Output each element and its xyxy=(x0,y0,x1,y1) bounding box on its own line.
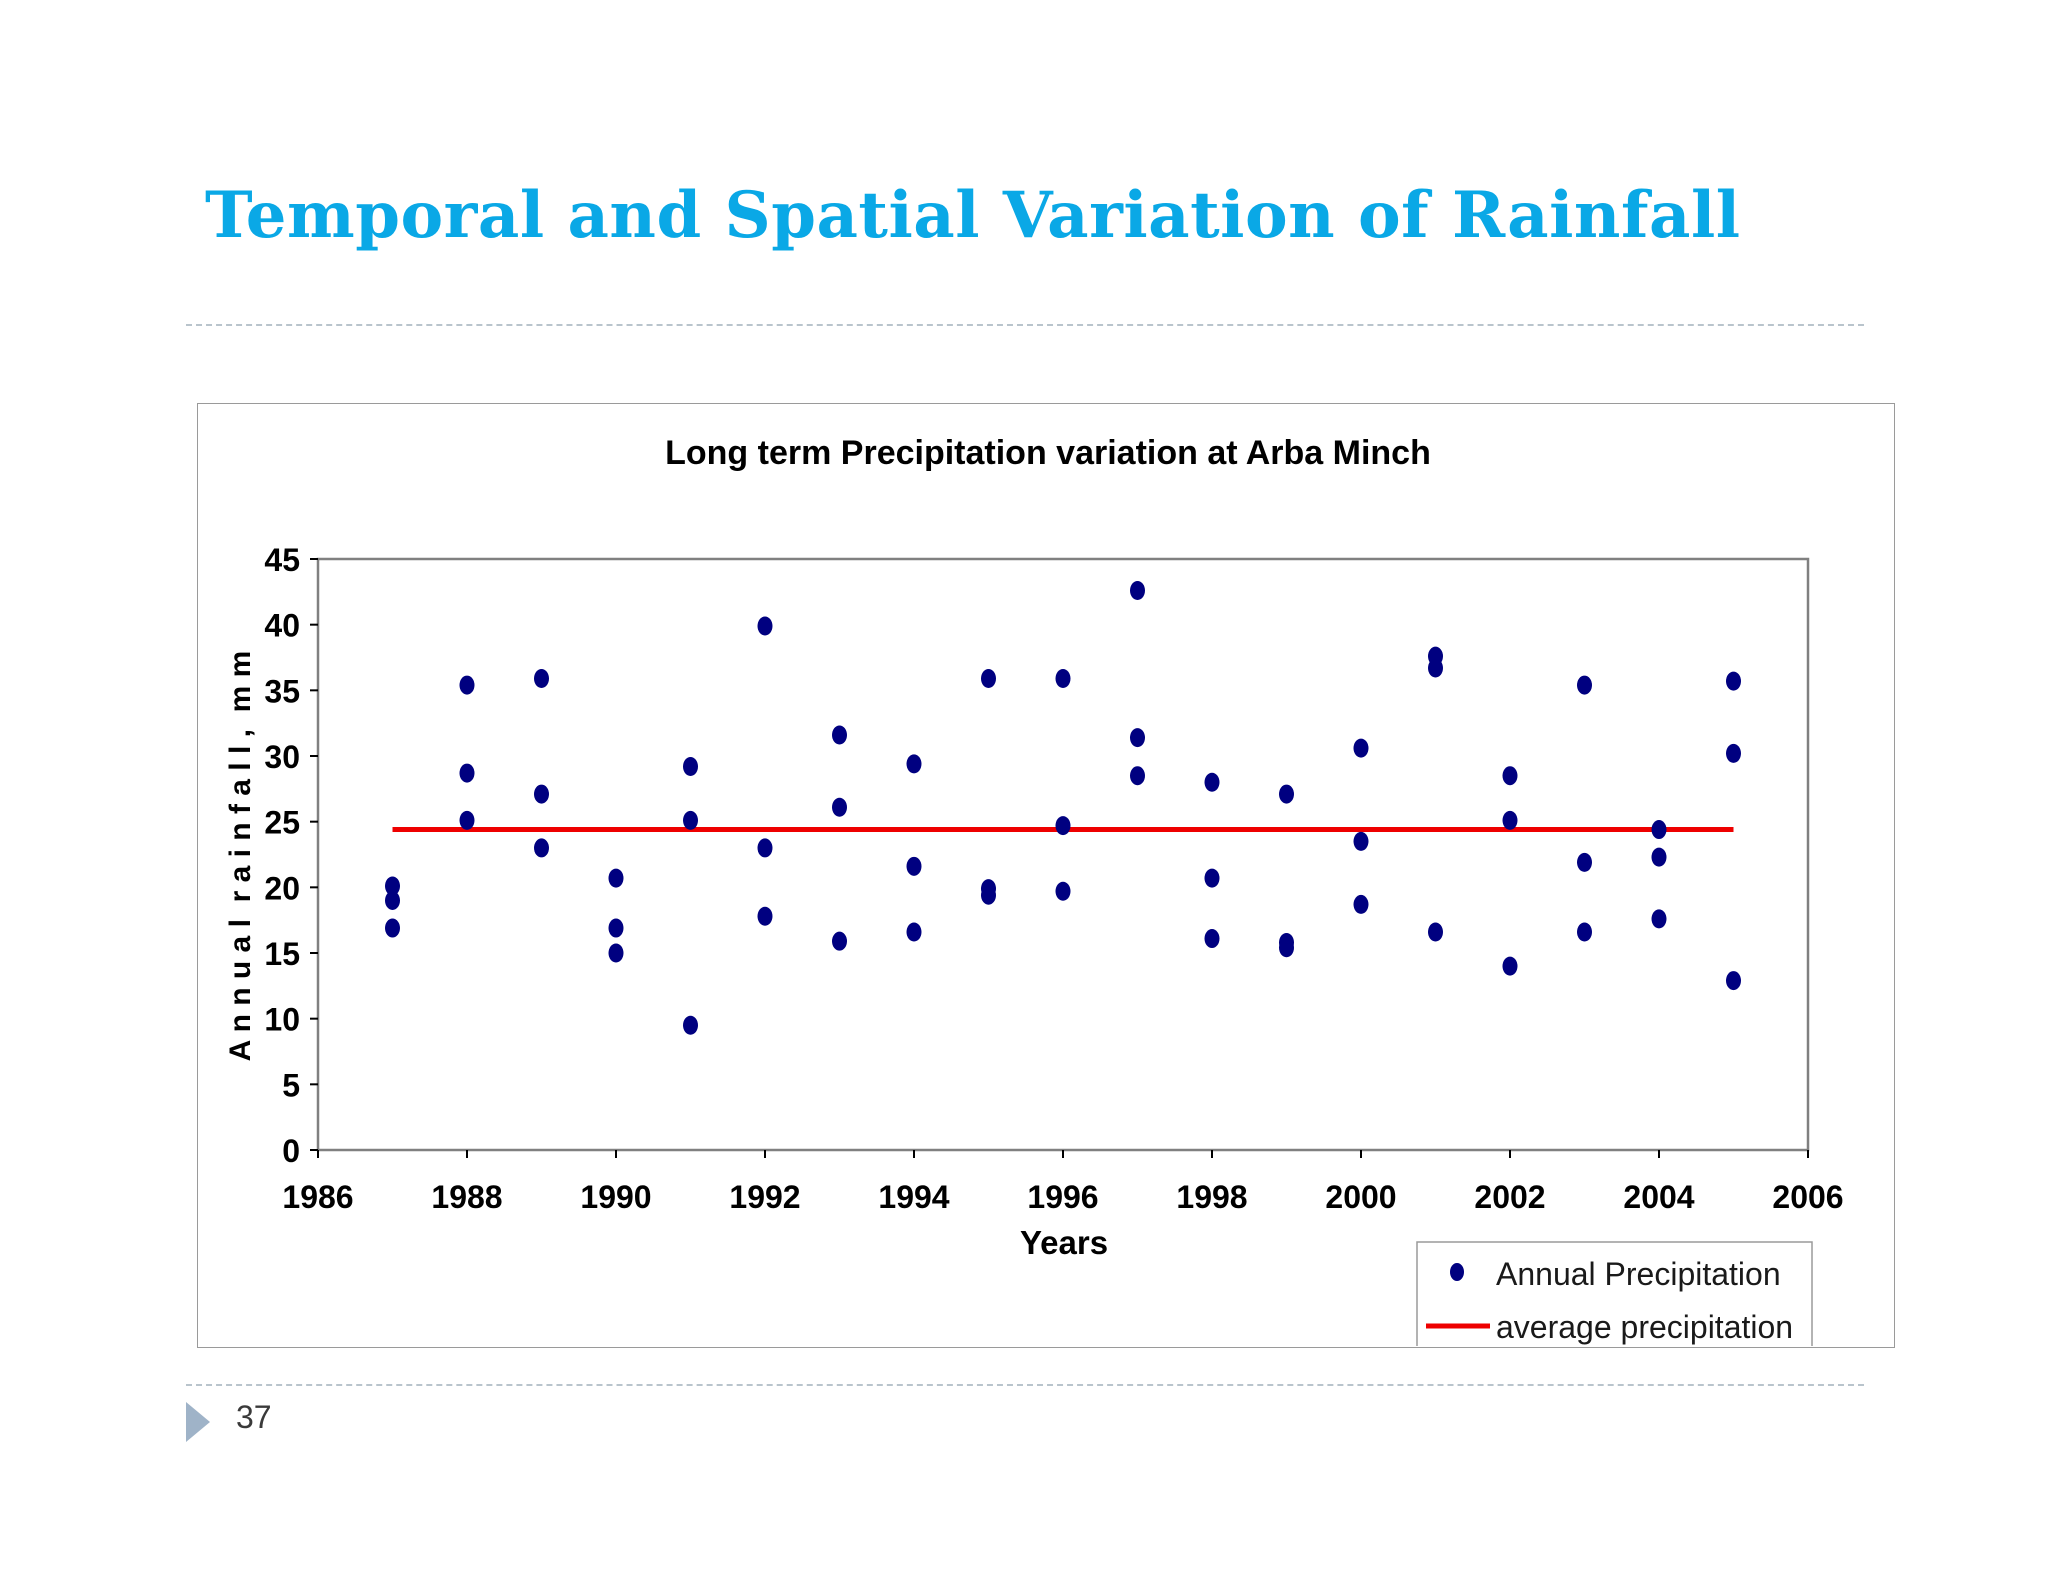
data-point xyxy=(1651,820,1667,840)
data-point xyxy=(534,838,549,858)
y-tick-label: 40 xyxy=(264,608,300,644)
x-tick-label: 1992 xyxy=(729,1179,800,1215)
data-point xyxy=(1055,881,1071,901)
data-point xyxy=(981,885,996,905)
legend-box xyxy=(1416,1241,1813,1346)
data-point xyxy=(608,868,624,888)
y-tick-label: 0 xyxy=(282,1133,300,1169)
data-point xyxy=(906,754,922,774)
y-tick-label: 30 xyxy=(264,739,300,775)
data-point xyxy=(1502,766,1518,786)
y-tick-label: 5 xyxy=(282,1067,300,1103)
x-tick-label: 2002 xyxy=(1474,1179,1545,1215)
data-point xyxy=(385,918,400,938)
data-point xyxy=(683,1015,698,1035)
x-tick-label: 1990 xyxy=(580,1179,651,1215)
y-tick-label: 35 xyxy=(264,673,300,709)
legend-marker-annual xyxy=(1450,1263,1464,1281)
legend-label-annual: Annual Precipitation xyxy=(1496,1256,1781,1292)
data-point xyxy=(1577,675,1592,695)
data-point xyxy=(1353,738,1369,758)
page-number: 37 xyxy=(236,1399,272,1435)
data-point xyxy=(906,856,922,876)
data-point xyxy=(1204,868,1220,888)
data-point xyxy=(459,675,475,695)
data-point xyxy=(1353,831,1369,851)
data-point xyxy=(832,931,847,951)
data-point xyxy=(1428,922,1443,942)
data-point xyxy=(1204,929,1220,949)
data-point xyxy=(459,810,475,830)
annual-points-series xyxy=(385,581,1741,1035)
y-axis-ticks: 0 5 10 15 20 25 30 35 40 45 xyxy=(264,542,318,1169)
data-point xyxy=(459,763,475,783)
slide-title: Temporal and Spatial Variation of Rainfa… xyxy=(205,178,1741,253)
data-point xyxy=(683,757,698,777)
data-point xyxy=(385,890,400,910)
x-axis-ticks: 1986 1988 1990 1992 1994 1996 1998 2000 2002 2004… xyxy=(282,1150,1844,1215)
data-point xyxy=(1726,671,1741,691)
data-point xyxy=(906,922,922,942)
y-tick-label: 15 xyxy=(264,936,300,972)
data-point xyxy=(1651,909,1667,929)
chart-frame: Long term Precipitation variation at Arb… xyxy=(197,403,1895,1348)
legend-label-average: average precipitation xyxy=(1496,1309,1793,1345)
data-point xyxy=(757,906,773,926)
data-point xyxy=(534,784,549,804)
data-point xyxy=(1726,971,1741,991)
precipitation-chart: Long term Precipitation variation at Arb… xyxy=(224,434,1844,1346)
y-tick-label: 20 xyxy=(264,870,300,906)
top-divider xyxy=(186,324,1864,326)
data-point xyxy=(1428,658,1443,678)
data-point xyxy=(1279,784,1294,804)
x-tick-label: 1986 xyxy=(282,1179,353,1215)
data-point xyxy=(1279,938,1294,958)
x-tick-label: 1996 xyxy=(1027,1179,1098,1215)
y-tick-label: 10 xyxy=(264,1002,300,1038)
data-point xyxy=(608,943,624,963)
x-tick-label: 1994 xyxy=(878,1179,949,1215)
data-point xyxy=(1577,852,1592,872)
y-tick-label: 25 xyxy=(264,805,300,841)
footer-arrow-icon xyxy=(186,1402,210,1442)
x-axis-label: Years xyxy=(1020,1224,1108,1261)
data-point xyxy=(1130,766,1145,786)
data-point xyxy=(1353,894,1369,914)
x-tick-label: 2006 xyxy=(1772,1179,1843,1215)
data-point xyxy=(1502,810,1518,830)
data-point xyxy=(608,918,624,938)
x-tick-label: 2004 xyxy=(1623,1179,1694,1215)
data-point xyxy=(1651,847,1667,867)
data-point xyxy=(1726,743,1741,763)
chart-title: Long term Precipitation variation at Arb… xyxy=(665,434,1431,472)
data-point xyxy=(385,876,400,896)
plot-area xyxy=(316,557,1810,1152)
data-point xyxy=(1577,922,1592,942)
data-point xyxy=(832,725,847,745)
y-tick-label: 45 xyxy=(264,542,300,578)
y-axis-label: A n n u a l r a i n f a l l , m m xyxy=(224,651,257,1062)
data-point xyxy=(1204,772,1220,792)
x-tick-label: 1988 xyxy=(431,1179,502,1215)
x-tick-label: 1998 xyxy=(1176,1179,1247,1215)
data-point xyxy=(1055,669,1071,689)
data-point xyxy=(1502,956,1518,976)
data-point xyxy=(683,810,698,830)
x-tick-label: 2000 xyxy=(1325,1179,1396,1215)
data-point xyxy=(1055,816,1071,836)
data-point xyxy=(1130,728,1145,748)
data-point xyxy=(534,669,549,689)
legend: Annual Precipitation average precipitati… xyxy=(1416,1241,1813,1346)
data-point xyxy=(981,669,996,689)
data-point xyxy=(832,797,847,817)
data-point xyxy=(757,616,773,636)
bottom-divider xyxy=(186,1384,1864,1386)
data-point xyxy=(757,838,773,858)
data-point xyxy=(1130,581,1145,601)
